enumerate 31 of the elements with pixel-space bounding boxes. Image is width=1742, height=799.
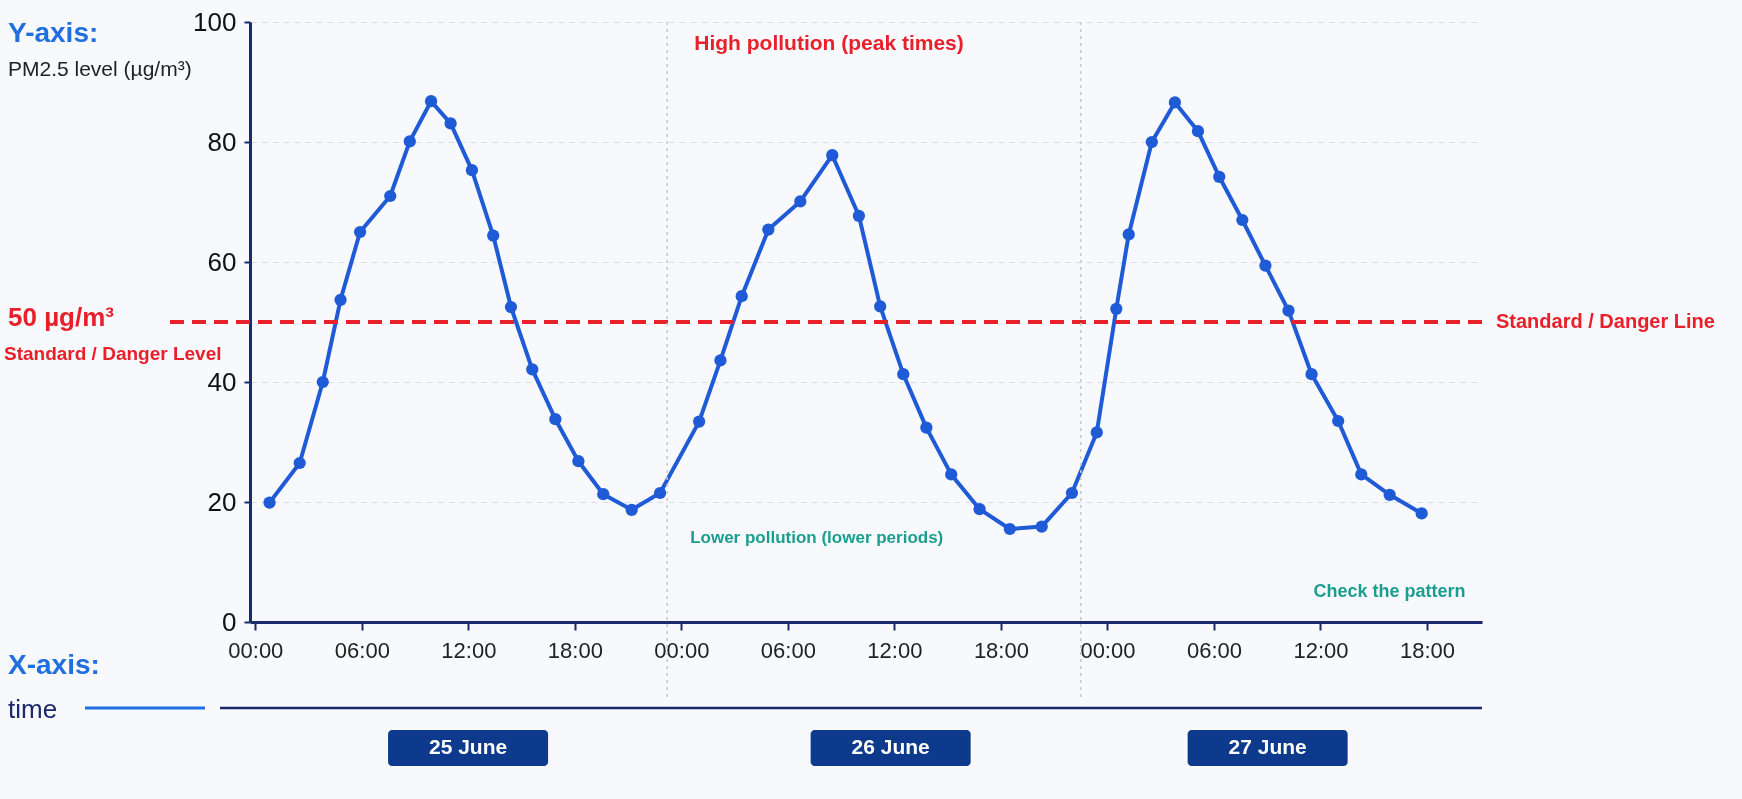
y-tick-label: 80 <box>207 126 237 157</box>
text: time <box>8 694 58 724</box>
x-tick-label: 06:00 <box>760 637 816 663</box>
x-tick-label: 18:00 <box>973 637 1029 663</box>
x-tick-label: 00:00 <box>228 637 284 663</box>
annotation: Check the pattern <box>1313 581 1466 601</box>
x-tick-label: 18:00 <box>1399 637 1455 663</box>
x-tick-label: 06:00 <box>1186 637 1242 663</box>
y-tick-label: 0 <box>222 606 237 637</box>
text: Y-axis: <box>8 17 99 48</box>
x-tick-label: 06:00 <box>334 637 390 663</box>
ref-line-label: Standard / Danger Line <box>1496 310 1715 332</box>
x-tick-label: 12:00 <box>441 637 497 663</box>
y-axis-title: PM2.5 level (µg/m³) <box>8 57 192 80</box>
x-tick-label: 18:00 <box>547 637 603 663</box>
x-tick-label: 12:00 <box>867 637 923 663</box>
x-tick-label: 00:00 <box>654 637 710 663</box>
text: 26 June <box>851 735 930 758</box>
text: 25 June <box>428 735 508 758</box>
x-tick-label: 00:00 <box>1080 637 1136 663</box>
annotation: Lower pollution (lower periods) <box>690 528 944 547</box>
text: X-axis: <box>8 649 100 680</box>
y-tick-label: 60 <box>207 246 237 277</box>
text: Standard / Danger Level <box>4 343 222 364</box>
annotation: High pollution (peak times) <box>694 31 964 54</box>
y-tick-label: 20 <box>207 486 237 517</box>
text: 50 µg/m³ <box>8 302 115 332</box>
text: 27 June <box>1228 735 1307 758</box>
y-tick-label: 100 <box>193 6 237 37</box>
y-tick-label: 40 <box>207 366 237 397</box>
x-tick-label: 12:00 <box>1293 637 1349 663</box>
